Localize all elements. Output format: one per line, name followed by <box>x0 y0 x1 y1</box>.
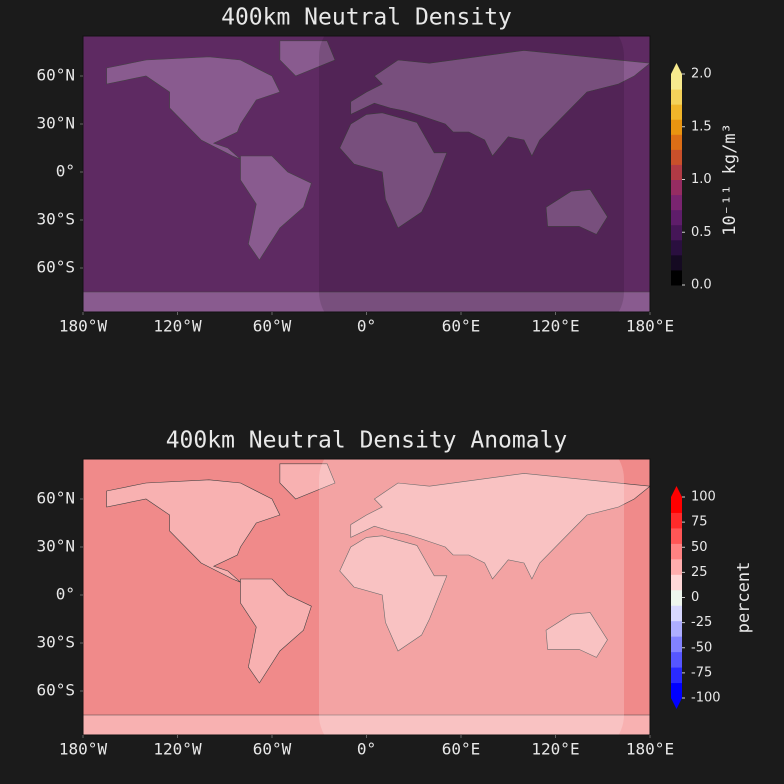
colorbar-tick-label: 0.5 <box>691 225 712 240</box>
colorbar-extend <box>671 63 682 74</box>
colorbar-tick-label: -75 <box>691 665 712 680</box>
colorbar-tick-label: -25 <box>691 615 712 630</box>
x-tick-label: 60°E <box>442 740 481 759</box>
colorbar-segment <box>671 558 682 575</box>
y-tick-label: 0° <box>56 162 75 181</box>
colorbar-tick-label: 75 <box>691 515 708 530</box>
colorbar-extend <box>671 486 682 497</box>
colorbar-segment <box>671 74 682 90</box>
colorbar-segment <box>671 254 682 271</box>
colorbar-segment <box>671 104 682 120</box>
colorbar-segment <box>671 89 682 105</box>
map-panel: 400km Neutral Density Anomaly 180°W 120°W 6… <box>36 428 754 759</box>
colorbar-segment <box>671 149 682 165</box>
y-tick-label: 60°N <box>36 489 75 508</box>
x-tick-label: 180°W <box>59 740 108 759</box>
colorbar-tick-label: 1.0 <box>691 172 712 187</box>
y-tick-label: 60°S <box>36 258 75 277</box>
colorbar-tick-label: 25 <box>691 565 708 580</box>
colorbar-segment <box>671 119 682 135</box>
colorbar-segment <box>671 512 682 529</box>
panel-title: 400km Neutral Density <box>221 5 512 31</box>
map <box>83 459 650 735</box>
colorbar-tick-label: -50 <box>691 640 712 655</box>
colorbar-tick-label: -100 <box>691 691 721 706</box>
colorbar-segment <box>671 224 682 241</box>
y-tick-label: 60°N <box>36 66 75 85</box>
colorbar-tick-label: 0 <box>691 590 699 605</box>
colorbar-segment <box>671 134 682 150</box>
colorbar-tick-label: 100 <box>691 490 716 505</box>
x-tick-label: 60°W <box>253 317 292 336</box>
map-panel: 400km Neutral Density 180°W 120°W 60°W 0° 60°… <box>36 5 740 336</box>
x-tick-label: 120°E <box>531 740 579 759</box>
colorbar-segment <box>671 620 682 637</box>
colorbar-segment <box>671 239 682 256</box>
y-tick-label: 0° <box>56 585 75 604</box>
colorbar-tick-label: 50 <box>691 540 708 555</box>
colorbar-segment <box>671 605 682 622</box>
y-tick-label: 60°S <box>36 681 75 700</box>
colorbar-segment <box>671 636 682 653</box>
colorbar-segment <box>671 164 682 180</box>
x-tick-label: 120°W <box>153 317 202 336</box>
x-tick-label: 60°W <box>253 740 292 759</box>
colorbar-tick-label: 2.0 <box>691 67 712 82</box>
x-tick-label: 180°E <box>626 317 674 336</box>
y-tick-label: 30°N <box>36 114 75 133</box>
y-tick-label: 30°S <box>36 633 75 652</box>
terminator-shade <box>319 36 624 312</box>
panel-title: 400km Neutral Density Anomaly <box>166 428 568 454</box>
colorbar-segment <box>671 194 682 211</box>
colorbar-segment <box>671 527 682 544</box>
map <box>83 36 650 312</box>
colorbar-label: 10⁻¹¹ kg/m³ <box>720 123 740 236</box>
colorbar-segment <box>671 179 682 196</box>
colorbar-segment <box>671 667 682 684</box>
y-tick-label: 30°N <box>36 537 75 556</box>
terminator-shade <box>319 459 624 735</box>
x-tick-label: 120°E <box>531 317 579 336</box>
colorbar-segment <box>671 682 682 699</box>
colorbar-segment <box>671 543 682 560</box>
x-tick-label: 180°E <box>626 740 674 759</box>
colorbar-segment <box>671 574 682 591</box>
colorbar-tick-label: 0.0 <box>691 278 712 293</box>
colorbar-segment <box>671 651 682 668</box>
x-tick-label: 120°W <box>153 740 202 759</box>
colorbar-label: percent <box>734 562 754 634</box>
colorbar-extend <box>671 698 682 709</box>
x-tick-label: 60°E <box>442 317 481 336</box>
colorbar-segment <box>671 209 682 226</box>
colorbar-segment <box>671 269 682 286</box>
x-tick-label: 0° <box>357 317 376 336</box>
colorbar-tick-label: 1.5 <box>691 119 712 134</box>
colorbar-segment <box>671 497 682 513</box>
y-tick-label: 30°S <box>36 210 75 229</box>
x-tick-label: 180°W <box>59 317 108 336</box>
colorbar-segment <box>671 589 682 606</box>
x-tick-label: 0° <box>357 740 376 759</box>
